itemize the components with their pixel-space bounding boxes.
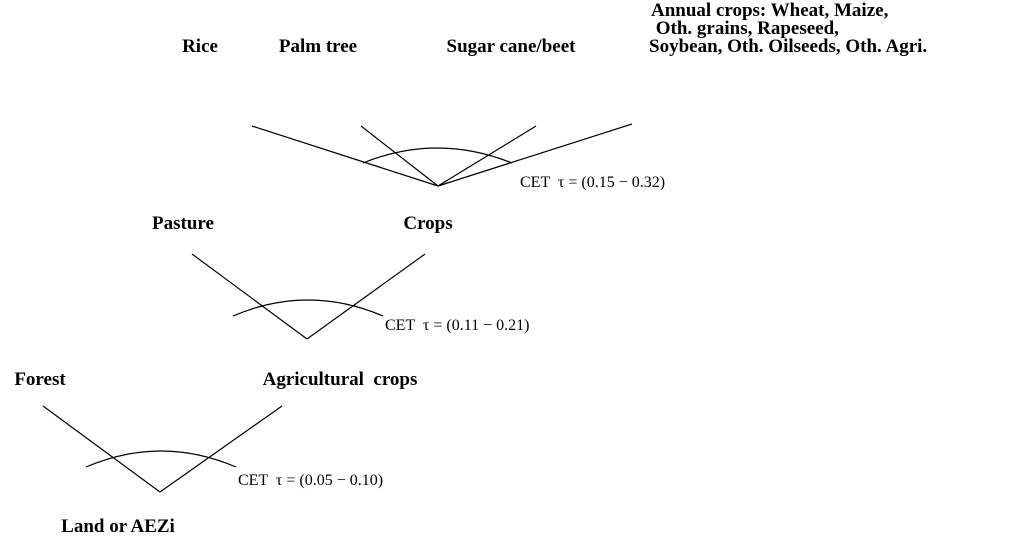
node-label: Pasture [152, 213, 214, 234]
node-label: Sugar cane/beet [447, 36, 577, 57]
branch [437, 125, 537, 187]
branch [191, 253, 308, 340]
root-label: Land or AEZi [61, 516, 175, 537]
node-label: Oth. grains, Rapeseed, [651, 18, 839, 39]
nest-top: Rice Palm tree Sugar cane/beet Annual cr… [182, 0, 927, 191]
arc [232, 299, 384, 317]
node-label: Palm tree [279, 36, 357, 57]
node-label: Annual crops: Wheat, Maize, [651, 0, 889, 21]
branch [306, 253, 426, 340]
branch [159, 405, 283, 493]
elasticity-label: CET τ = (0.11 − 0.21) [385, 317, 529, 334]
node-label: Soybean, Oth. Oilseeds, Oth. Agri. [649, 36, 927, 57]
elasticity-label: CET τ = (0.15 − 0.32) [520, 174, 665, 191]
elasticity-label: CET τ = (0.05 − 0.10) [238, 472, 383, 489]
node-label: Rice [182, 36, 218, 57]
node-label: Agricultural crops [263, 369, 418, 390]
node-label: Crops [403, 213, 452, 234]
arc [362, 147, 513, 164]
branch [251, 125, 439, 187]
branch [360, 125, 439, 187]
branch [437, 123, 633, 187]
arc [85, 450, 237, 468]
branch [42, 405, 161, 493]
nest-bottom: Forest Agricultural crops CET τ = (0.05 … [14, 369, 418, 493]
node-label: Forest [14, 369, 66, 390]
nest-middle: Pasture Crops CET τ = (0.11 − 0.21) [152, 213, 529, 340]
